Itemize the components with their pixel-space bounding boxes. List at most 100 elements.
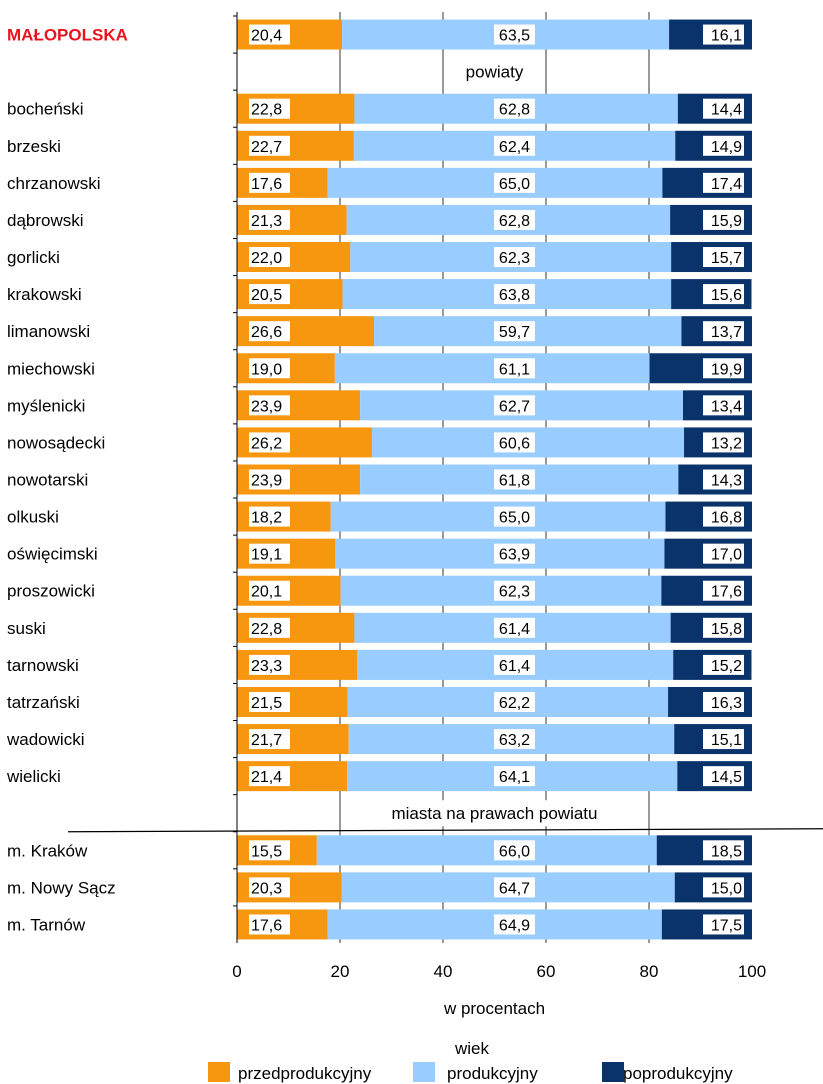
data-label: 22,8 xyxy=(251,621,282,638)
data-label: 64,7 xyxy=(499,880,530,897)
category-label: m. Nowy Sącz xyxy=(7,878,116,897)
legend-swatch xyxy=(413,1062,435,1082)
data-label-bg xyxy=(249,729,290,750)
data-label-bg xyxy=(703,135,744,156)
x-tick-label: 40 xyxy=(434,962,453,981)
data-label-bg xyxy=(249,284,290,305)
section-divider xyxy=(67,828,823,833)
data-label-bg xyxy=(494,654,535,675)
data-label-bg xyxy=(249,580,290,601)
bar-produkcyjny xyxy=(316,835,657,866)
data-label-bg xyxy=(249,543,290,564)
legend-label: poprodukcyjny xyxy=(623,1064,733,1083)
data-label-bg xyxy=(703,469,744,490)
data-label-bg xyxy=(249,247,290,268)
category-label: MAŁOPOLSKA xyxy=(7,26,128,45)
data-label-bg xyxy=(494,135,535,156)
data-label-bg xyxy=(494,840,535,861)
data-label-bg xyxy=(703,209,744,230)
data-label: 66,0 xyxy=(499,843,530,860)
data-label: 62,2 xyxy=(499,695,530,712)
legend-title: wiek xyxy=(454,1039,490,1058)
data-label-bg xyxy=(494,209,535,230)
data-label: 20,3 xyxy=(251,880,282,897)
data-label-bg xyxy=(703,284,744,305)
data-label-bg xyxy=(249,24,290,45)
data-label: 17,6 xyxy=(711,584,742,601)
category-label: krakowski xyxy=(7,285,82,304)
legend-label: produkcyjny xyxy=(447,1064,538,1083)
data-label: 65,0 xyxy=(499,176,530,193)
category-label: wadowicki xyxy=(6,730,84,749)
data-label-bg xyxy=(494,877,535,898)
data-label-bg xyxy=(494,914,535,935)
data-label: 21,3 xyxy=(251,213,282,230)
data-label-bg xyxy=(249,840,290,861)
data-label: 59,7 xyxy=(499,324,530,341)
data-label-bg xyxy=(249,209,290,230)
data-label: 13,2 xyxy=(711,435,742,452)
data-label-bg xyxy=(249,506,290,527)
data-label: 63,2 xyxy=(499,732,530,749)
data-label: 63,8 xyxy=(499,287,530,304)
section-label-bg xyxy=(370,800,619,827)
category-label: m. Kraków xyxy=(7,841,88,860)
data-label: 13,7 xyxy=(711,324,742,341)
data-label-bg xyxy=(249,432,290,453)
category-label: olkuski xyxy=(7,508,59,527)
data-label-bg xyxy=(494,24,535,45)
category-label: m. Tarnów xyxy=(7,915,86,934)
data-label: 14,4 xyxy=(711,102,742,119)
legend-swatch xyxy=(602,1062,624,1082)
data-label: 21,5 xyxy=(251,695,282,712)
data-label: 15,5 xyxy=(251,843,282,860)
data-label: 17,6 xyxy=(251,176,282,193)
data-label: 61,4 xyxy=(499,658,530,675)
data-label-bg xyxy=(249,135,290,156)
data-label: 16,8 xyxy=(711,510,742,527)
category-label: tatrzański xyxy=(7,693,80,712)
data-label: 15,7 xyxy=(711,250,742,267)
data-label-bg xyxy=(249,654,290,675)
data-label-bg xyxy=(494,766,535,787)
data-label: 21,4 xyxy=(251,769,282,786)
section-label: miasta na prawach powiatu xyxy=(391,804,597,823)
x-tick-label: 80 xyxy=(640,962,659,981)
data-label-bg xyxy=(494,580,535,601)
category-label: oświęcimski xyxy=(7,545,98,564)
category-label: limanowski xyxy=(7,322,90,341)
data-label-bg xyxy=(494,506,535,527)
data-label: 22,8 xyxy=(251,102,282,119)
data-label-bg xyxy=(494,98,535,119)
data-label: 22,7 xyxy=(251,139,282,156)
data-label: 65,0 xyxy=(499,510,530,527)
data-label: 15,9 xyxy=(711,213,742,230)
data-label-bg xyxy=(703,506,744,527)
data-label: 61,4 xyxy=(499,621,530,638)
data-label-bg xyxy=(494,395,535,416)
data-label-bg xyxy=(703,432,744,453)
data-label: 15,8 xyxy=(711,621,742,638)
data-label: 62,4 xyxy=(499,139,530,156)
data-label: 62,8 xyxy=(499,102,530,119)
x-tick-label: 60 xyxy=(537,962,556,981)
legend-item: produkcyjny xyxy=(413,1062,538,1083)
data-label: 63,9 xyxy=(499,547,530,564)
data-label-bg xyxy=(249,358,290,379)
data-label-bg xyxy=(703,766,744,787)
category-label: gorlicki xyxy=(7,248,60,267)
data-label-bg xyxy=(703,98,744,119)
x-tick-label: 20 xyxy=(331,962,350,981)
data-label-bg xyxy=(703,729,744,750)
data-label-bg xyxy=(494,284,535,305)
category-label: brzeski xyxy=(7,137,61,156)
category-label: tarnowski xyxy=(7,656,79,675)
category-label: suski xyxy=(7,619,46,638)
data-label-bg xyxy=(494,469,535,490)
data-label-bg xyxy=(494,358,535,379)
data-label: 22,0 xyxy=(251,250,282,267)
data-label: 23,9 xyxy=(251,398,282,415)
data-label-bg xyxy=(703,914,744,935)
data-label-bg xyxy=(703,580,744,601)
